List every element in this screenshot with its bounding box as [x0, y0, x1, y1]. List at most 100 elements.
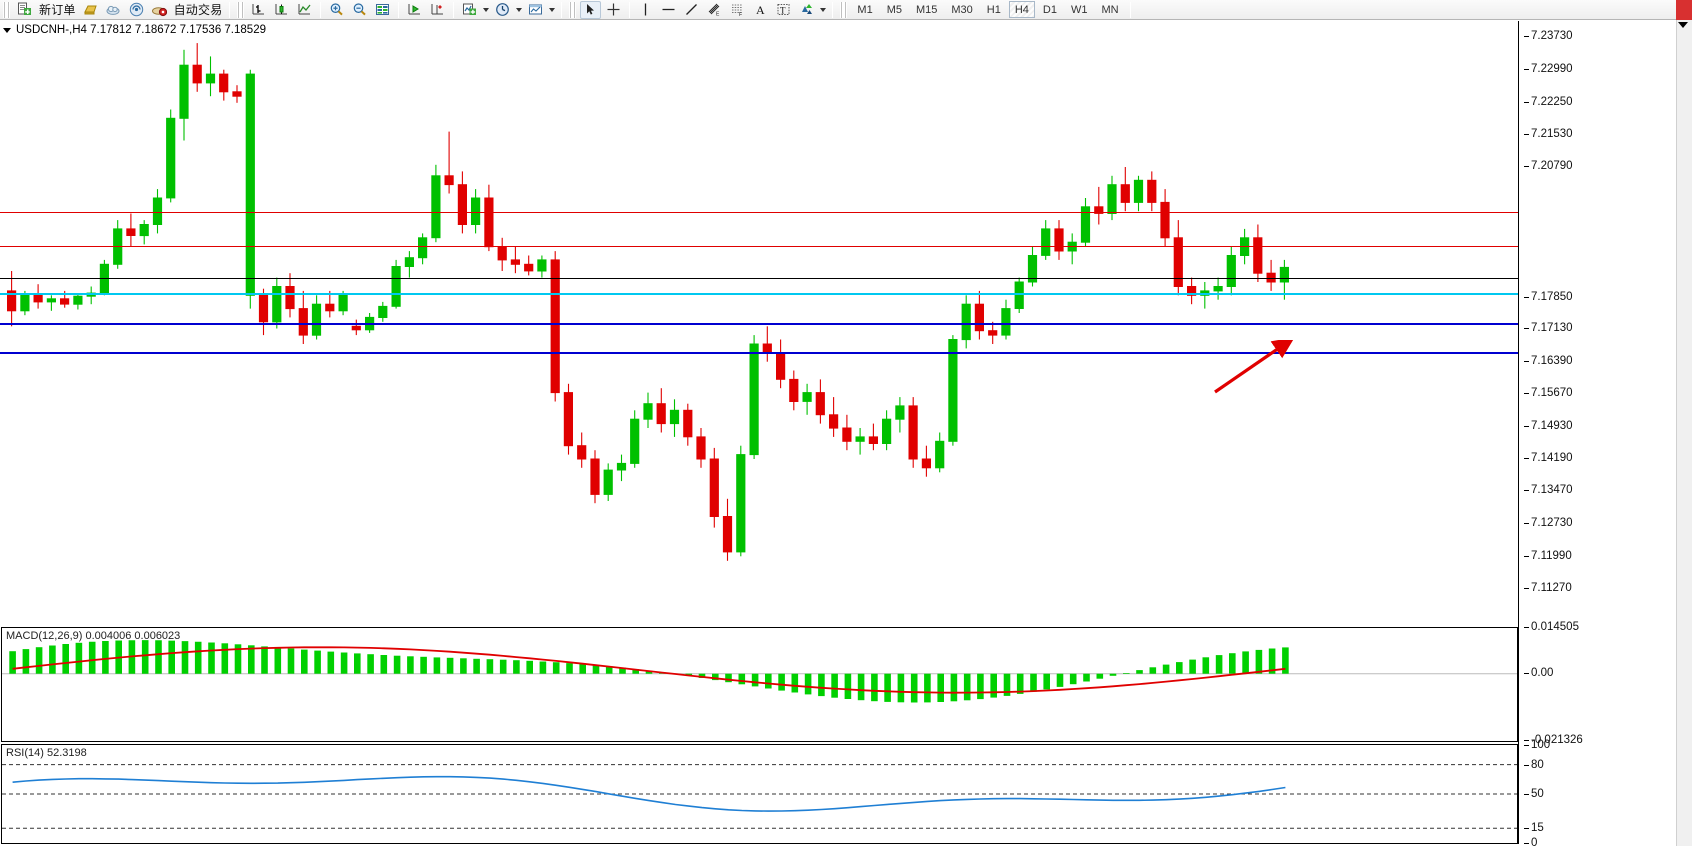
macd-tick-1: 0.00: [1523, 666, 1554, 679]
zoom-out-icon[interactable]: [349, 1, 370, 19]
scroll-caret-icon[interactable]: [1678, 22, 1688, 28]
price-tick-2: 7.22250: [1524, 95, 1573, 108]
rsi-tick-3: 15: [1524, 822, 1544, 835]
hline-resistance-2[interactable]: [0, 246, 1518, 247]
toolbar-separator-3: [398, 1, 400, 18]
symbol-header: USDCNH-,H4 7.17812 7.18672 7.17536 7.185…: [3, 23, 266, 37]
toolbar-separator-2: [320, 1, 322, 18]
rsi-tick-4: 0: [1523, 837, 1537, 846]
equidistant-channel-icon[interactable]: E: [704, 1, 725, 19]
buy-arrow-annotation: [1214, 340, 1295, 394]
crosshair-icon[interactable]: [603, 1, 624, 19]
toolbar-separator: [229, 1, 231, 18]
toolbar-grip-2[interactable]: [237, 1, 245, 18]
hline-pivot[interactable]: [0, 293, 1518, 295]
price-tick-11: 7.13470: [1524, 484, 1573, 497]
chevron-down-icon-3[interactable]: [549, 7, 556, 12]
price-tick-6: 7.17130: [1524, 322, 1573, 335]
timeframe-group: M1 M5 M15 M30 H1 H4 D1 W1 MN: [850, 1, 1125, 18]
price-tick-13: 7.11990: [1524, 549, 1572, 562]
horizontal-line-icon[interactable]: [658, 1, 679, 19]
text-label-icon[interactable]: T: [773, 1, 794, 19]
auto-scroll-icon[interactable]: [427, 1, 448, 19]
hline-support-2[interactable]: [0, 352, 1518, 354]
price-tick-14: 7.11270: [1524, 581, 1572, 594]
hline-support-1[interactable]: [0, 323, 1518, 325]
macd-tick-2: -0.021326: [1524, 734, 1583, 746]
period-icon[interactable]: [492, 1, 513, 19]
timeframe-d1[interactable]: D1: [1042, 3, 1057, 16]
cursor-icon[interactable]: [580, 0, 602, 19]
price-tick-8: 7.15670: [1524, 386, 1573, 399]
timeframe-mn[interactable]: MN: [1101, 3, 1119, 16]
chevron-down-icon[interactable]: [483, 7, 490, 12]
line-chart-icon[interactable]: [294, 1, 315, 19]
data-window-icon[interactable]: [372, 1, 393, 19]
toolbar-separator-4: [453, 1, 455, 18]
trendline-icon[interactable]: [681, 1, 702, 19]
chevron-down-icon-2[interactable]: [516, 7, 523, 12]
chevron-down-icon-4[interactable]: [820, 7, 827, 12]
rsi-label: RSI(14) 52.3198: [6, 747, 87, 759]
price-tick-0: 7.23730: [1524, 30, 1573, 43]
timeframe-m1[interactable]: M1: [857, 3, 873, 16]
symbol-ohlc-text: USDCNH-,H4 7.17812 7.18672 7.17536 7.185…: [16, 24, 266, 36]
toolbar-grip-3[interactable]: [569, 1, 577, 18]
templates-icon[interactable]: [525, 1, 546, 19]
svg-text:A: A: [756, 3, 765, 17]
timeframe-m30[interactable]: M30: [951, 3, 973, 16]
signal-icon[interactable]: [126, 1, 147, 19]
timeframe-m5[interactable]: M5: [886, 3, 902, 16]
toolbar-separator-6: [629, 1, 631, 18]
macd-pane[interactable]: MACD(12,26,9) 0.004006 0.006023: [1, 627, 1518, 742]
timeframe-w1[interactable]: W1: [1070, 3, 1088, 16]
new-order-label[interactable]: 新订单: [39, 3, 76, 17]
chart-window[interactable]: USDCNH-,H4 7.17812 7.18672 7.17536 7.185…: [0, 20, 1692, 846]
toolbar-separator-5: [561, 1, 563, 18]
price-pane[interactable]: [1, 21, 1518, 605]
price-axis-divider: [1518, 21, 1519, 844]
new-order-icon[interactable]: [14, 1, 35, 19]
macd-tick-0: 0.014505: [1524, 621, 1579, 633]
rsi-pane[interactable]: RSI(14) 52.3198: [1, 744, 1518, 844]
toolbar-separator-7: [832, 1, 834, 18]
rsi-tick-1: 80: [1524, 758, 1544, 771]
zoom-in-icon[interactable]: [326, 1, 347, 19]
price-tick-12: 7.12730: [1524, 517, 1573, 530]
autotrading-icon[interactable]: [149, 1, 170, 19]
svg-text:E: E: [716, 12, 720, 17]
price-tick-10: 7.14190: [1524, 452, 1573, 465]
indicators-icon[interactable]: [459, 1, 480, 19]
toolbar-end-marker: [1676, 0, 1692, 20]
chart-shift-icon[interactable]: [404, 1, 425, 19]
timeframe-h4[interactable]: H4: [1008, 1, 1035, 18]
timeframe-m15[interactable]: M15: [915, 3, 938, 16]
bar-chart-icon[interactable]: [248, 1, 269, 19]
candlestick-icon[interactable]: [271, 1, 292, 19]
cloud-icon[interactable]: [103, 1, 124, 19]
hline-last-price: [0, 278, 1518, 279]
toolbar-grip-4[interactable]: [840, 1, 848, 18]
text-icon[interactable]: A: [750, 1, 771, 19]
autotrading-label[interactable]: 自动交易: [173, 3, 223, 17]
gold-bar-icon[interactable]: [80, 1, 101, 19]
candlestick-canvas: [7, 43, 1290, 561]
fibonacci-icon[interactable]: F: [727, 1, 748, 19]
objects-icon[interactable]: [796, 1, 817, 19]
svg-text:F: F: [739, 12, 742, 17]
rsi-canvas: [2, 764, 1517, 829]
timeframe-h1[interactable]: H1: [986, 3, 1001, 16]
price-tick-3: 7.21530: [1524, 127, 1573, 140]
toolbar-grip[interactable]: [3, 1, 10, 18]
macd-canvas: [2, 640, 1517, 703]
price-axis[interactable]: 7.23730 7.22990 7.22250 7.21530 7.20790 7.178…: [1519, 20, 1692, 846]
hline-resistance-1[interactable]: [0, 212, 1518, 213]
vertical-line-icon[interactable]: [635, 1, 656, 19]
collapse-triangle-icon[interactable]: [3, 27, 11, 33]
rsi-tick-2: 50: [1524, 788, 1544, 800]
toolbar-separator-8: [1129, 1, 1131, 18]
price-tick-1: 7.22990: [1524, 63, 1573, 76]
vertical-scrollbar[interactable]: [1676, 20, 1692, 846]
price-tick-9: 7.14930: [1524, 419, 1573, 432]
rsi-tick-0: 100: [1523, 739, 1551, 751]
